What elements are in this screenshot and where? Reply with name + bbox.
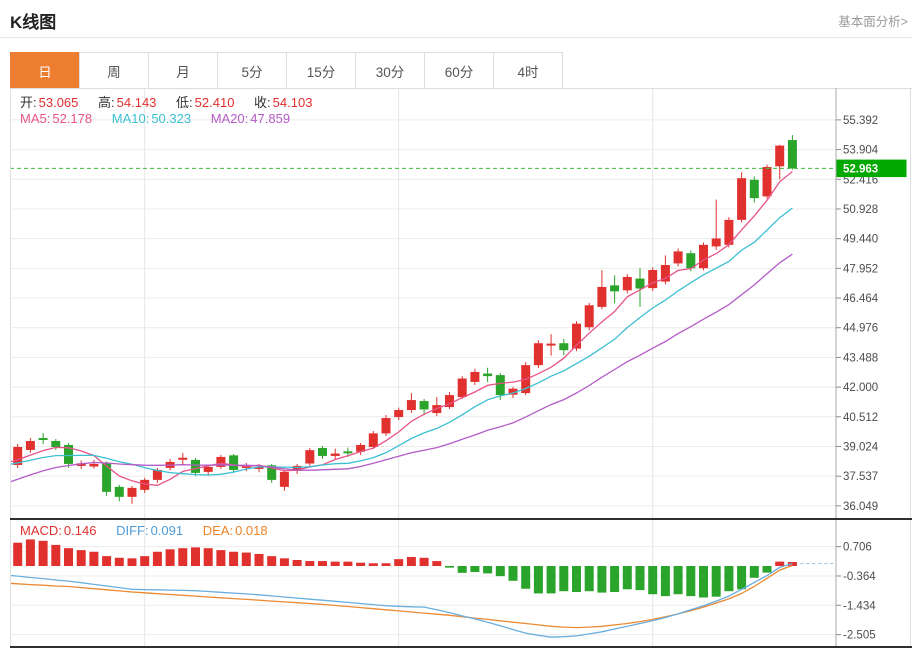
ma10-readout: MA10: 50.323 bbox=[111, 111, 192, 126]
tab-month[interactable]: 月 bbox=[148, 52, 218, 89]
tab-4hour[interactable]: 4时 bbox=[493, 52, 563, 89]
ma-summary: MA5: 52.178 MA10: 50.323 MA20: 47.859 bbox=[20, 111, 306, 126]
ohlc-summary: 开: 53.065 高: 54.143 低: 52.410 收: 54.103 bbox=[20, 92, 328, 111]
svg-text:0.706: 0.706 bbox=[843, 542, 872, 554]
svg-text:43.488: 43.488 bbox=[843, 352, 878, 364]
svg-text:50.928: 50.928 bbox=[843, 204, 878, 216]
svg-text:-1.434: -1.434 bbox=[843, 600, 876, 612]
svg-text:46.464: 46.464 bbox=[843, 293, 879, 305]
svg-text:-2.505: -2.505 bbox=[843, 630, 876, 642]
svg-text:40.512: 40.512 bbox=[843, 412, 878, 424]
svg-text:36.049: 36.049 bbox=[843, 501, 878, 513]
ma5-readout: MA5: 52.178 bbox=[20, 111, 93, 126]
macd-layer bbox=[10, 539, 836, 638]
diff-readout: DIFF: 0.091 bbox=[116, 523, 184, 538]
timeframe-tabs: 日 周 月 5分 15分 30分 60分 4时 bbox=[10, 52, 563, 89]
ma10-line bbox=[10, 207, 793, 476]
low-readout: 低: 52.410 bbox=[176, 95, 235, 110]
macd-readout: MACD: 0.146 bbox=[20, 523, 97, 538]
fundamental-analysis-link[interactable]: 基本面分析> bbox=[838, 15, 908, 29]
high-readout: 高: 54.143 bbox=[98, 95, 157, 110]
svg-text:47.952: 47.952 bbox=[843, 263, 878, 275]
page-header: K线图 基本面分析> bbox=[0, 0, 912, 38]
svg-text:42.000: 42.000 bbox=[843, 382, 878, 394]
ma5-line bbox=[10, 170, 793, 486]
ma20-readout: MA20: 47.859 bbox=[210, 111, 291, 126]
tab-30min[interactable]: 30分 bbox=[355, 52, 425, 89]
open-readout: 开: 53.065 bbox=[20, 95, 79, 110]
close-readout: 收: 54.103 bbox=[254, 95, 313, 110]
tab-60min[interactable]: 60分 bbox=[424, 52, 494, 89]
tab-5min[interactable]: 5分 bbox=[217, 52, 287, 89]
dea-line bbox=[10, 564, 793, 629]
svg-text:37.537: 37.537 bbox=[843, 471, 878, 483]
current-price-tag bbox=[836, 159, 907, 178]
svg-text:49.440: 49.440 bbox=[843, 234, 878, 246]
ma-lines-layer bbox=[10, 170, 793, 486]
price-axis: 55.392 53.904 52.416 50.928 49.440 47.952 46.4… bbox=[10, 88, 912, 648]
page-title: K线图 bbox=[10, 13, 57, 32]
svg-text:52.416: 52.416 bbox=[843, 174, 878, 186]
svg-text:39.024: 39.024 bbox=[843, 441, 879, 453]
current-price-value: 52.963 bbox=[843, 163, 878, 175]
dea-readout: DEA: 0.018 bbox=[202, 523, 268, 538]
svg-text:53.904: 53.904 bbox=[843, 145, 879, 157]
candles-layer bbox=[13, 135, 797, 504]
svg-text:55.392: 55.392 bbox=[843, 115, 878, 127]
ma20-line bbox=[10, 253, 793, 483]
macd-summary: MACD: 0.146 DIFF: 0.091 DEA: 0.018 bbox=[20, 523, 284, 538]
tab-day[interactable]: 日 bbox=[10, 52, 80, 89]
diff-line bbox=[10, 562, 793, 638]
tab-15min[interactable]: 15分 bbox=[286, 52, 356, 89]
kline-candlestick-chart[interactable]: 55.392 53.904 52.416 50.928 49.440 47.952 46.4… bbox=[10, 88, 912, 648]
tab-week[interactable]: 周 bbox=[79, 52, 149, 89]
gridlines bbox=[10, 88, 836, 648]
svg-text:44.976: 44.976 bbox=[843, 323, 878, 335]
svg-text:-0.364: -0.364 bbox=[843, 571, 876, 583]
